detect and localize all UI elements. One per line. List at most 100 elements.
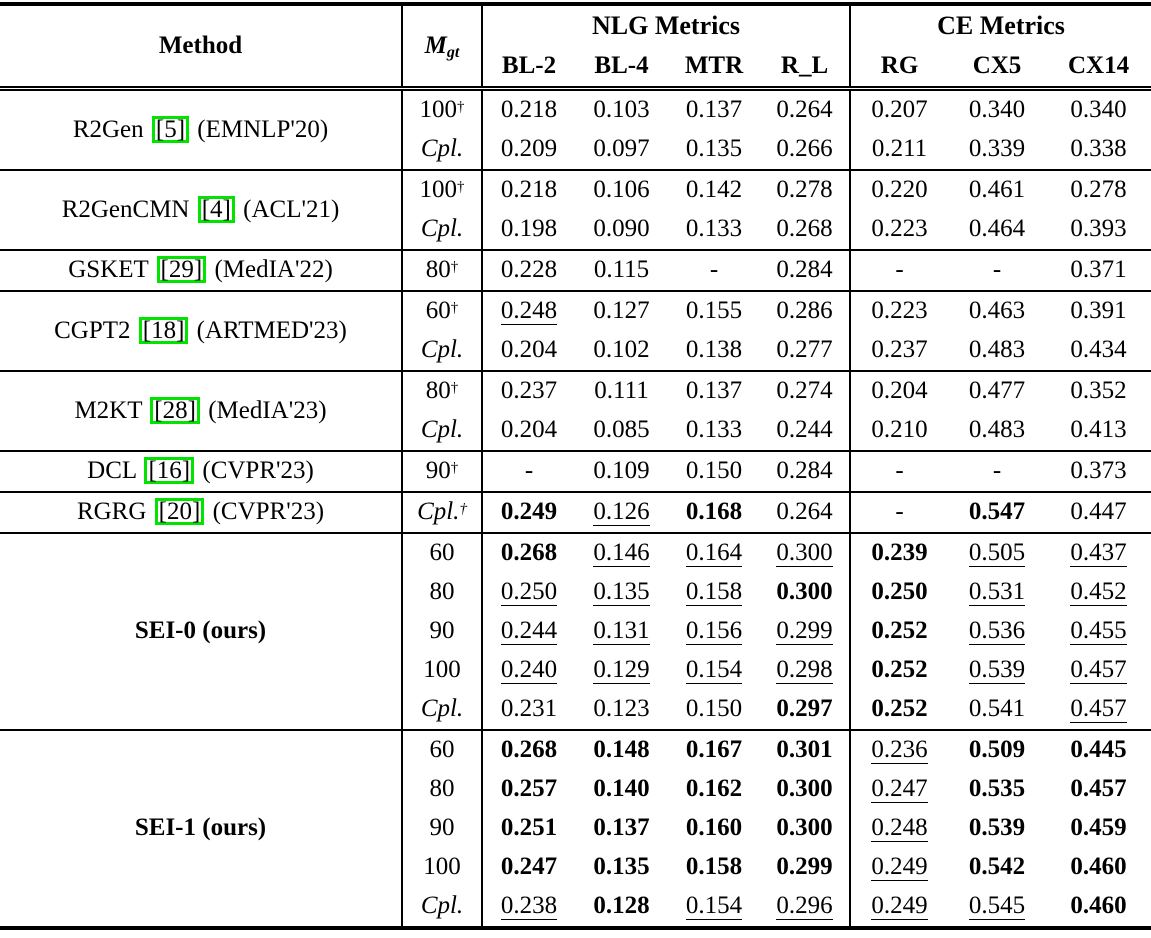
metric-value: 0.249 (500, 498, 558, 526)
method-cell: DCL [16] (CVPR'23) (0, 450, 403, 492)
metric-value: 0.085 (593, 416, 650, 444)
metric-value: 0.457 (1070, 775, 1127, 803)
metric-value: 0.457 (1070, 695, 1127, 724)
metric-cell: 0.437 (1046, 532, 1151, 573)
table-row: 100 0.240 0.129 0.154 0.298 0.252 0.539 0.457 (0, 651, 1151, 690)
metric-value: 0.286 (776, 297, 833, 325)
metric-cell: 0.539 (948, 651, 1046, 690)
metric-cell: 0.452 (1046, 573, 1151, 612)
metric-cell: 0.218 (482, 89, 575, 131)
metric-value: 0.158 (685, 578, 743, 607)
col-header-bl2: BL-2 (482, 46, 575, 91)
metric-value: - (709, 256, 719, 284)
metric-cell: 0.252 (850, 612, 948, 651)
metric-cell: 0.531 (948, 573, 1046, 612)
citation-link[interactable]: [16] (144, 457, 195, 485)
metric-value: 0.123 (593, 695, 650, 723)
metric-cell: 0.218 (482, 169, 575, 210)
metric-value: 0.268 (500, 539, 558, 567)
metric-cell: 0.231 (482, 690, 575, 730)
metric-cell: - (668, 249, 760, 291)
metric-cell: 0.164 (668, 532, 760, 573)
metric-value: 0.445 (1070, 736, 1127, 764)
metric-value: 0.300 (776, 539, 833, 568)
mgt-cell: Cpl. (402, 210, 483, 250)
metric-cell: 0.300 (760, 809, 852, 848)
mgt-cell: 60† (402, 290, 483, 331)
method-cell: CGPT2 [18] (ARTMED'23) (0, 290, 403, 371)
metric-cell: - (948, 249, 1047, 291)
metric-cell: 0.097 (575, 130, 668, 170)
metric-value: 0.247 (500, 853, 558, 881)
metric-value: 0.541 (968, 695, 1026, 723)
metric-value: 0.156 (685, 617, 743, 646)
mgt-cell: 100† (402, 88, 483, 130)
metric-value: 0.277 (776, 336, 833, 364)
metric-value: 0.509 (968, 736, 1026, 764)
metric-cell: 0.162 (668, 770, 760, 809)
metric-cell: 0.505 (948, 532, 1047, 573)
table-row: SEI-1 (ours) 60 0.268 0.148 0.167 0.301 0.236 0… (0, 729, 1151, 928)
metric-value: 0.160 (685, 814, 743, 842)
metric-cell: 0.339 (948, 130, 1046, 170)
metric-cell: - (850, 450, 949, 492)
metric-cell: 0.085 (575, 411, 668, 451)
method-cell: GSKET [29] (MedIA'22) (0, 249, 403, 291)
mgt-cell: 90 (402, 612, 483, 651)
metric-value: 0.461 (968, 176, 1026, 204)
metric-cell: 0.236 (850, 729, 949, 770)
metric-cell: 0.278 (1046, 169, 1151, 210)
metric-cell: 0.297 (760, 690, 852, 730)
metric-value: 0.352 (1070, 377, 1127, 405)
metric-cell: 0.140 (575, 770, 668, 809)
table-row: M2KT [28] (MedIA'23) 80† 0.237 0.111 0.137 0.… (0, 370, 1151, 451)
metric-cell: 0.103 (575, 89, 668, 131)
metric-value: 0.162 (685, 775, 743, 803)
metric-value: 0.115 (593, 256, 650, 284)
metric-value: 0.284 (776, 457, 833, 485)
metric-value: 0.274 (776, 377, 833, 405)
metric-cell: 0.447 (1046, 491, 1151, 533)
method-name: SEI-1 (ours) (134, 814, 267, 842)
metric-cell: 0.223 (850, 210, 948, 250)
metric-cell: 0.545 (948, 887, 1046, 928)
metric-value: 0.547 (968, 498, 1026, 526)
metric-cell: 0.340 (1046, 89, 1151, 131)
metric-value: 0.138 (685, 336, 743, 364)
metric-value: 0.463 (968, 297, 1026, 325)
metric-value: 0.231 (500, 695, 558, 723)
metric-value: 0.452 (1070, 578, 1127, 607)
table-row: RGRG [20] (CVPR'23) Cpl.† 0.249 0.126 0.168 0… (0, 491, 1151, 533)
metric-cell: 0.252 (850, 690, 948, 730)
metric-cell: 0.148 (575, 729, 668, 770)
metric-value: 0.140 (593, 775, 650, 803)
metric-cell: 0.223 (850, 290, 949, 331)
metric-cell: 0.137 (668, 370, 760, 411)
citation-link[interactable]: [29] (156, 256, 207, 284)
metric-value: 0.238 (500, 892, 558, 921)
metric-value: 0.164 (685, 539, 743, 568)
metric-cell: 0.135 (575, 848, 668, 887)
method-cell: R2GenCMN [4] (ACL'21) (0, 169, 403, 250)
metric-value: 0.464 (968, 215, 1026, 243)
metric-value: - (992, 457, 1002, 485)
mgt-cell: 80† (402, 370, 483, 411)
metric-value: - (895, 457, 904, 485)
metric-cell: 0.457 (1046, 651, 1151, 690)
metric-cell: 0.155 (668, 290, 760, 331)
metric-cell: 0.240 (482, 651, 575, 690)
metric-cell: 0.340 (948, 89, 1046, 131)
metric-cell: 0.352 (1046, 370, 1151, 411)
mgt-cell: 80 (402, 573, 483, 612)
citation-link[interactable]: [5] (151, 115, 190, 143)
metric-cell: 0.461 (948, 169, 1047, 210)
metric-cell: - (850, 491, 949, 533)
metric-cell: 0.460 (1046, 887, 1151, 928)
metric-cell: 0.391 (1046, 290, 1151, 331)
metric-cell: 0.138 (668, 331, 760, 371)
citation-link[interactable]: [4] (197, 195, 235, 223)
citation-link[interactable]: [18] (138, 316, 189, 344)
citation-link[interactable]: [28] (150, 396, 200, 424)
citation-link[interactable]: [20] (154, 498, 205, 526)
